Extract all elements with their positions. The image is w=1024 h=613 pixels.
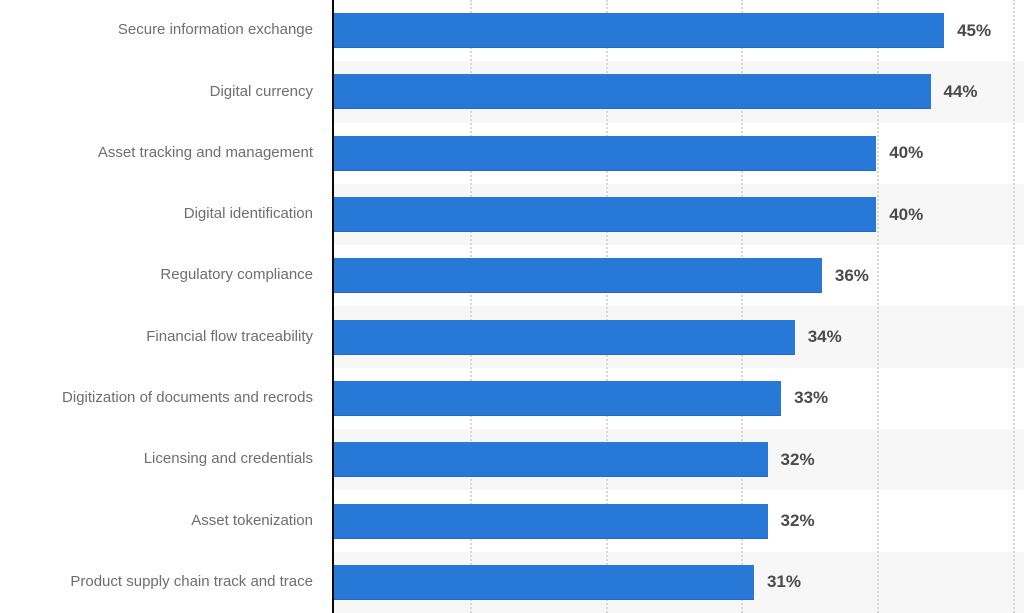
value-label: 32% [780,511,815,531]
plot-cell: 32% [333,429,1024,491]
bar [333,503,768,539]
plot-cell: 40% [333,123,1024,184]
plot-cell: 44% [333,61,1024,123]
category-label: Product supply chain track and trace [70,572,313,590]
y-axis-line [332,0,334,613]
chart-row: Licensing and credentials 32% [0,429,1024,491]
chart-row: Financial flow traceability 34% [0,306,1024,368]
chart-row: Asset tokenization 32% [0,490,1024,552]
gridline-10pct [469,0,472,613]
bar [333,319,795,355]
bar [333,258,822,294]
chart-row: Digital identification 40% [0,183,1024,246]
category-label: Digitization of documents and recrods [62,389,313,407]
plot-cell: 34% [333,306,1024,368]
gridline-50pct [1013,0,1015,613]
value-label: 40% [889,204,924,224]
value-label: 33% [794,388,829,408]
chart-row: Product supply chain track and trace 31% [0,551,1024,613]
chart-row: Digital currency 44% [0,61,1024,123]
category-label-cell: Digital currency [0,61,333,123]
value-label: 34% [807,327,842,347]
chart-row: Asset tracking and management 40% [0,122,1024,184]
category-label: Digital identification [183,205,313,223]
category-label-cell: Licensing and credentials [0,429,333,491]
plot-cell: 36% [333,245,1024,306]
chart-row: Regulatory compliance 36% [0,245,1024,307]
category-label: Secure information exchange [117,21,313,39]
bar [333,135,877,171]
bar [333,13,945,49]
category-label-cell: Product supply chain track and trace [0,551,333,613]
category-label: Financial flow traceability [146,327,313,345]
chart-row: Secure information exchange 45% [0,0,1024,62]
category-label-cell: Financial flow traceability [0,306,333,368]
bar [333,197,877,233]
plot-cell: 32% [333,490,1024,551]
category-label-cell: Asset tokenization [0,490,333,552]
plot-cell: 45% [333,0,1024,61]
category-label-cell: Digital identification [0,183,333,246]
bar [333,380,782,416]
chart-row: Digitization of documents and recrods 33% [0,367,1024,430]
bar [333,442,768,478]
gridline-20pct [605,0,608,613]
category-label: Digital currency [209,82,313,100]
value-label: 32% [780,449,815,469]
category-label-cell: Asset tracking and management [0,122,333,184]
plot-cell: 31% [333,551,1024,613]
value-label: 45% [957,20,992,40]
bar [333,564,754,600]
category-label-cell: Secure information exchange [0,0,333,62]
category-label-cell: Regulatory compliance [0,245,333,307]
category-label-cell: Digitization of documents and recrods [0,367,333,430]
value-label: 36% [834,265,869,285]
plot-cell: 40% [333,183,1024,246]
plot-cell: 33% [333,368,1024,429]
category-label: Licensing and credentials [143,450,313,468]
gridline-40pct [877,0,880,613]
value-label: 40% [889,143,924,163]
value-label: 31% [766,572,801,592]
bar [333,74,931,110]
category-label: Asset tokenization [191,511,313,529]
category-label: Asset tracking and management [97,143,313,161]
gridline-30pct [741,0,744,613]
category-label: Regulatory compliance [160,266,313,284]
value-label: 44% [943,81,978,101]
